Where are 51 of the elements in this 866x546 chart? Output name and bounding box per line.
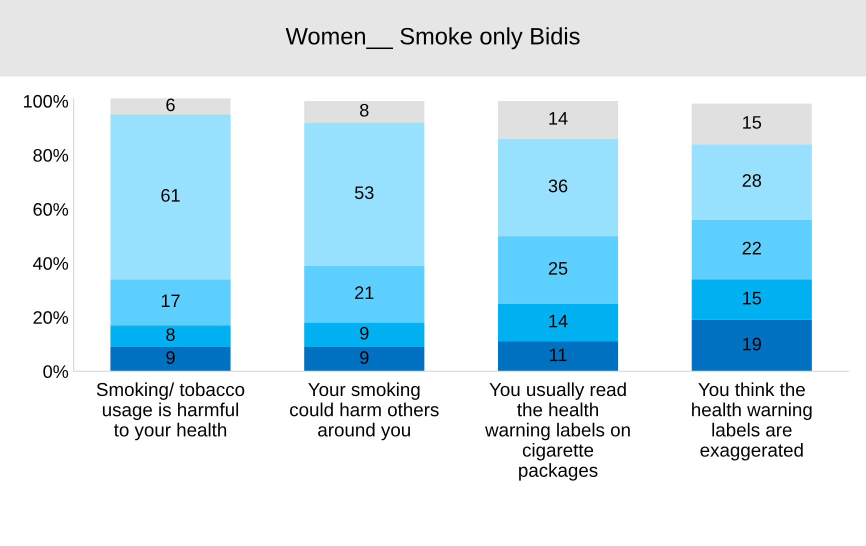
- x-tick-label: Your smoking could harm others around you: [290, 382, 439, 440]
- bar: [304, 346, 424, 372]
- bar: [110, 279, 231, 326]
- chart-title: Women__ Smoke only Bidis: [286, 27, 580, 50]
- bar: [498, 304, 618, 342]
- bar: [304, 266, 424, 323]
- data-label: 15: [743, 116, 762, 129]
- bar: [110, 98, 231, 114]
- bar: [692, 320, 812, 372]
- bar: [304, 122, 424, 266]
- y-tick-label: 20%: [34, 311, 68, 324]
- data-label: 9: [166, 351, 175, 364]
- bar: [692, 104, 812, 144]
- data-label: 14: [549, 112, 568, 125]
- data-label: 15: [743, 292, 762, 304]
- data-label: 6: [166, 98, 175, 112]
- x-tick-label: You usually read the health warning labels on cigarette packages: [485, 382, 630, 481]
- data-label: 11: [550, 348, 567, 362]
- bar: [110, 325, 231, 347]
- bar: [498, 342, 618, 372]
- data-label: 22: [742, 242, 761, 254]
- y-tick-label: 100%: [24, 94, 68, 108]
- data-label: 53: [354, 186, 374, 200]
- bar: [304, 100, 424, 123]
- bar: [692, 279, 812, 320]
- data-label: 9: [360, 351, 368, 364]
- data-label: 17: [162, 294, 180, 308]
- bar: [304, 322, 424, 347]
- data-label: 25: [548, 262, 568, 275]
- data-label: 61: [161, 189, 180, 202]
- bar: [498, 138, 618, 236]
- data-label: 28: [742, 174, 762, 187]
- data-label: 36: [548, 180, 568, 192]
- data-label: 8: [360, 104, 368, 117]
- data-label: 9: [360, 326, 368, 340]
- bar: [110, 114, 231, 280]
- bar: [692, 220, 812, 280]
- y-tick-label: 40%: [33, 257, 68, 270]
- data-label: 8: [166, 328, 175, 341]
- data-label: 21: [355, 286, 374, 299]
- y-tick-label: 60%: [34, 203, 68, 216]
- bar: [692, 144, 812, 220]
- y-tick-label: 80%: [33, 148, 68, 162]
- x-tick-label: Smoking/ tobacco usage is harmful to your health: [96, 382, 244, 440]
- data-label: 14: [549, 314, 568, 328]
- bar: [498, 236, 618, 304]
- data-label: 19: [743, 338, 761, 350]
- x-tick-label: You think the health warning labels are exaggerated: [692, 382, 812, 460]
- bar: [498, 100, 618, 139]
- y-tick-label: 0%: [43, 365, 68, 378]
- bar: [110, 346, 231, 372]
